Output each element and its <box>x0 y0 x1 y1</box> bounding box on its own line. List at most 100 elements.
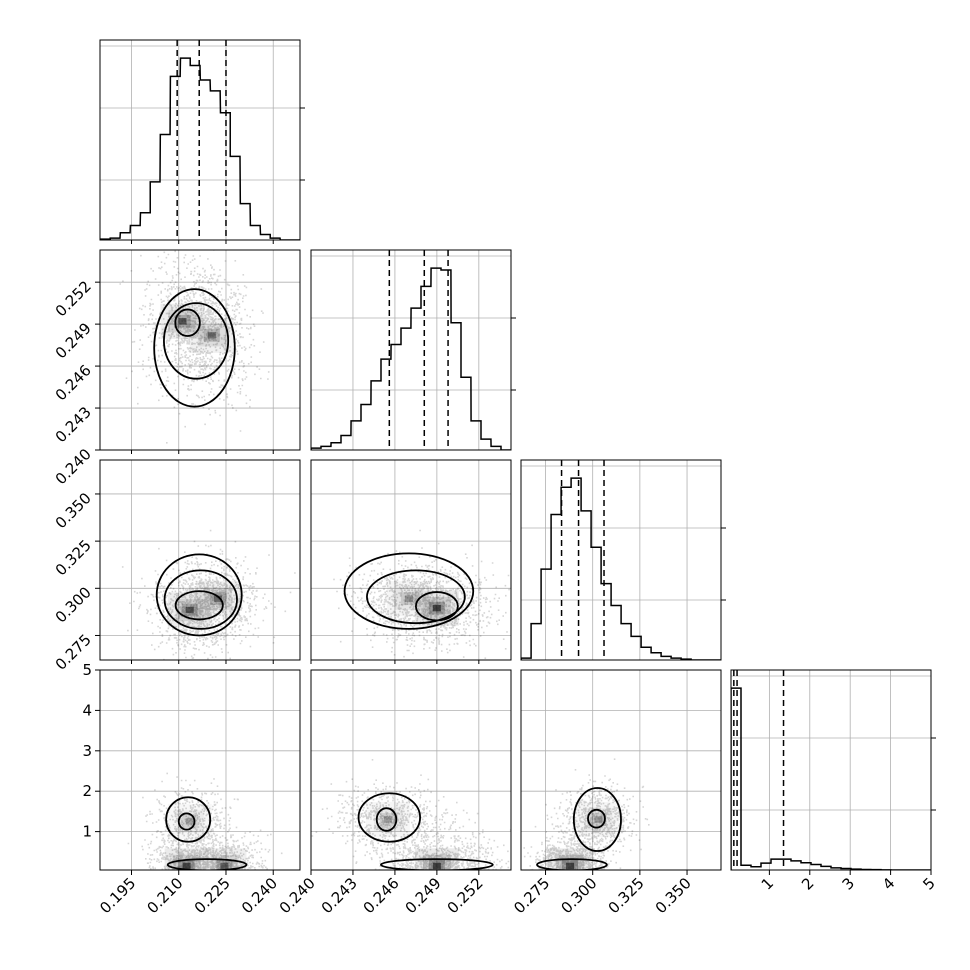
axes-frame <box>310 249 512 451</box>
scatter-points <box>311 759 511 870</box>
x-tick-label: 2 <box>798 874 817 893</box>
scatter-panel-1-2 <box>310 459 512 661</box>
density-cell <box>404 595 413 602</box>
axes-frame <box>99 669 301 871</box>
panel-content <box>521 670 721 870</box>
axes-frame <box>520 459 722 661</box>
scatter-points <box>127 772 283 870</box>
density-cell <box>185 606 194 614</box>
axes-frame <box>730 669 932 871</box>
density-cell <box>400 592 417 606</box>
density-cell <box>182 862 191 870</box>
x-tick-label: 1 <box>758 874 777 893</box>
x-tick-label: 0.275 <box>510 874 553 917</box>
scatter-panel-2-3 <box>520 669 722 871</box>
scatter-panel-0-1 <box>99 249 301 451</box>
density-cell <box>189 317 234 353</box>
x-tick-label: 5 <box>919 874 938 893</box>
scatter-panel-0-3 <box>99 669 301 871</box>
x-tick-label: 0.225 <box>191 874 234 917</box>
contour-line <box>572 787 622 852</box>
density-cell <box>167 592 212 628</box>
axes-frame <box>520 669 722 871</box>
scatter-points <box>333 529 510 659</box>
density-cell <box>432 862 441 870</box>
axes-frame <box>310 459 512 661</box>
y-tick-label: 0.246 <box>52 361 95 404</box>
histogram-3 <box>731 687 931 870</box>
x-tick-label: 3 <box>839 874 858 893</box>
axes-frame <box>99 39 301 241</box>
contour-line <box>536 858 608 870</box>
x-tick-label: 4 <box>879 874 898 893</box>
axes-frame <box>99 249 301 451</box>
scatter-points <box>119 250 270 444</box>
x-tick-label: 0.249 <box>402 874 445 917</box>
scatter-panel-0-2 <box>99 459 301 661</box>
density-cell <box>220 862 229 870</box>
density-cell <box>203 328 220 342</box>
axes-frame <box>99 459 301 661</box>
scatter-points <box>523 758 650 870</box>
y-tick-label: 0.240 <box>52 445 95 488</box>
y-tick-label: 0.350 <box>52 489 95 532</box>
contour-line <box>155 553 243 637</box>
density-cell <box>383 816 392 823</box>
panel-content <box>100 250 300 450</box>
x-tick-label: 0.195 <box>96 874 139 917</box>
contour-line <box>357 792 421 843</box>
density-cell <box>432 604 441 612</box>
histogram-2 <box>521 477 721 660</box>
contour-line <box>174 308 201 337</box>
hist-panel-0 <box>99 39 305 241</box>
y-tick-label: 4 <box>82 701 92 719</box>
y-tick-label: 0.300 <box>52 583 95 626</box>
x-tick-label: 0.350 <box>652 874 695 917</box>
hist-panel-2 <box>520 459 726 661</box>
density-cell <box>178 318 187 325</box>
density-cell <box>594 816 603 823</box>
panel-content <box>100 460 300 660</box>
contour-line <box>166 858 248 870</box>
density-cell <box>185 818 194 825</box>
histogram-1 <box>311 267 511 450</box>
density-cell <box>214 595 223 602</box>
contour-line <box>165 796 212 843</box>
contour-line <box>153 288 236 408</box>
y-tick-label: 0.249 <box>52 319 95 362</box>
density-cell <box>174 314 191 328</box>
y-tick-label: 5 <box>82 661 92 679</box>
contour-line <box>366 569 466 625</box>
x-tick-label: 0.240 <box>276 874 319 917</box>
contour-line <box>177 812 196 831</box>
x-tick-label: 0.243 <box>318 874 361 917</box>
contour-line <box>375 807 398 832</box>
y-tick-label: 0.243 <box>52 403 95 446</box>
panel-content <box>311 670 511 870</box>
x-tick-label: 0.246 <box>360 874 403 917</box>
histogram-0 <box>100 57 300 240</box>
y-tick-label: 2 <box>82 782 92 800</box>
density-cell <box>566 862 575 870</box>
x-tick-label: 0.325 <box>605 874 648 917</box>
density-cell <box>197 324 226 347</box>
panel-content <box>100 670 300 870</box>
density-cell <box>175 810 204 833</box>
panels <box>99 39 936 871</box>
x-tick-label: 0.210 <box>143 874 186 917</box>
scatter-points <box>121 529 296 660</box>
density-cell <box>181 603 198 617</box>
y-tick-label: 1 <box>82 823 92 841</box>
contour-line <box>163 569 238 630</box>
scatter-panel-1-3 <box>310 669 512 871</box>
y-tick-label: 0.325 <box>52 536 95 579</box>
density-cell <box>216 859 233 870</box>
density-cell <box>207 332 216 339</box>
axes-frame <box>310 669 512 871</box>
panel-content <box>311 460 511 660</box>
density-cell <box>386 581 431 617</box>
hist-panel-3 <box>730 669 936 871</box>
x-tick-label: 0.252 <box>444 874 487 917</box>
contour-line <box>343 552 475 630</box>
